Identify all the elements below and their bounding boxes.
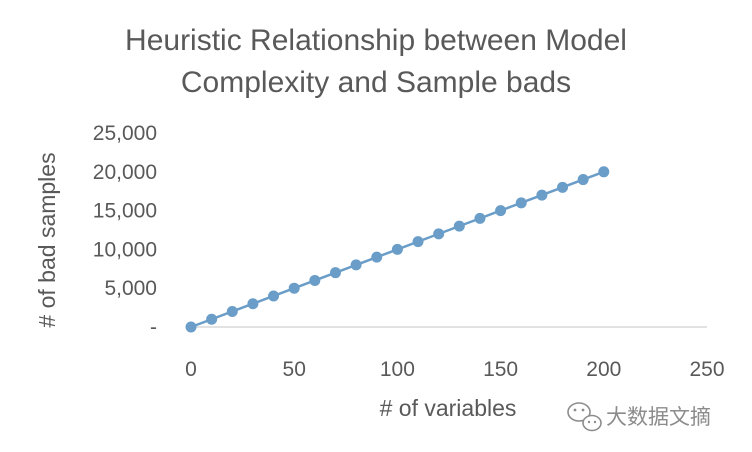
x-tick-label: 200 [586, 358, 621, 381]
data-point [206, 313, 218, 325]
data-point [309, 274, 321, 286]
x-tick-label: 100 [380, 358, 415, 381]
data-point [412, 236, 424, 248]
data-point [557, 181, 569, 193]
y-tick-label: 15,000 [93, 200, 157, 223]
data-point [247, 298, 259, 310]
y-axis-tick-labels: - 5,000 10,000 15,000 20,000 25,000 [93, 122, 157, 339]
data-point [453, 220, 465, 232]
data-point [474, 212, 486, 224]
x-axis-label: # of variables [380, 395, 517, 421]
data-point [577, 174, 589, 186]
x-tick-label: 0 [185, 358, 197, 381]
data-point [515, 197, 527, 209]
data-point [185, 321, 197, 333]
data-point [391, 243, 403, 255]
plot-series [185, 166, 610, 333]
chart-title-line-1: Heuristic Relationship between Model [125, 24, 627, 57]
watermark-text: 大数据文摘 [606, 405, 711, 429]
wechat-icon [567, 402, 602, 432]
x-tick-label: 150 [483, 358, 518, 381]
y-tick-label: 10,000 [93, 238, 157, 261]
y-tick-label: 25,000 [93, 122, 157, 145]
data-point [288, 282, 300, 294]
data-point [350, 259, 362, 271]
data-point [371, 251, 383, 263]
y-tick-label: 20,000 [93, 161, 157, 184]
chart-title-line-2: Complexity and Sample bads [181, 66, 571, 99]
watermark: 大数据文摘 [567, 402, 711, 432]
data-point [268, 290, 280, 302]
data-point [495, 205, 507, 217]
y-tick-label: - [150, 316, 157, 339]
x-axis-tick-labels: 0 50 100 150 200 250 [185, 358, 724, 381]
y-tick-label: 5,000 [104, 277, 157, 300]
data-point [598, 166, 610, 178]
x-tick-label: 50 [283, 358, 306, 381]
data-point [329, 267, 341, 279]
y-axis-label: # of bad samples [34, 152, 60, 327]
x-tick-label: 250 [689, 358, 724, 381]
data-point [433, 228, 445, 240]
data-point [536, 189, 548, 201]
data-point [226, 305, 238, 317]
